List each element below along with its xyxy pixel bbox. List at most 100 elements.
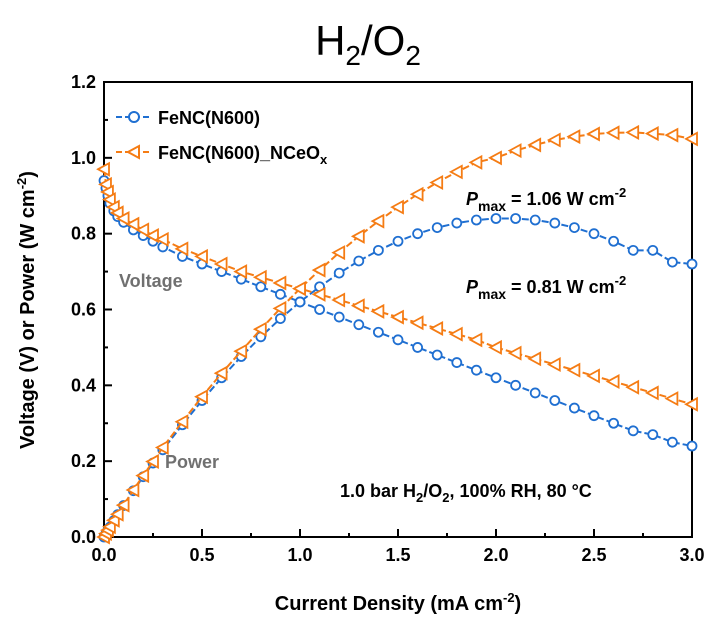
data-point-0-voltage xyxy=(588,410,600,422)
y-tick-label: 1.2 xyxy=(71,72,96,92)
data-point-1-power xyxy=(664,127,679,143)
data-point-1-power xyxy=(586,126,600,142)
data-point-1-power xyxy=(213,365,228,381)
data-point-0-voltage xyxy=(549,395,561,406)
y-tick-label: 0.8 xyxy=(71,224,96,244)
data-point-1-voltage xyxy=(586,368,600,384)
data-point-1-voltage xyxy=(429,320,444,336)
data-point-0-voltage xyxy=(510,379,521,391)
data-point-0-voltage xyxy=(274,288,286,300)
data-point-1-power xyxy=(125,482,140,498)
data-point-0-power xyxy=(627,244,639,256)
data-point-0-power xyxy=(686,258,698,270)
legend-label-fenc-nceox: FeNC(N600)_NCeOx xyxy=(158,143,328,167)
data-point-1-voltage xyxy=(468,332,483,348)
data-point-1-power xyxy=(233,343,248,359)
data-point-1-voltage xyxy=(566,362,581,378)
data-point-1-voltage xyxy=(125,216,140,232)
legend-marker-fenc xyxy=(128,111,140,123)
data-point-0-power xyxy=(470,214,482,226)
conditions-annotation: 1.0 bar H2/O2, 100% RH, 80 °C xyxy=(340,481,592,505)
data-point-1-power xyxy=(350,228,365,244)
data-point-1-voltage xyxy=(684,396,698,412)
data-point-1-voltage xyxy=(98,176,112,192)
data-point-1-power xyxy=(429,174,444,190)
data-point-1-voltage xyxy=(546,356,561,372)
data-point-1-voltage xyxy=(102,192,116,208)
x-tick-label: 1.5 xyxy=(385,545,410,565)
data-point-1-power xyxy=(109,506,124,522)
power-curve-label: Power xyxy=(165,452,219,472)
voltage-curve-label: Voltage xyxy=(119,271,183,291)
data-point-1-power xyxy=(252,321,267,337)
data-point-1-voltage xyxy=(272,275,287,291)
data-point-1-voltage xyxy=(409,315,424,331)
x-tick-label: 2.5 xyxy=(581,545,606,565)
data-point-0-voltage xyxy=(667,436,678,448)
data-point-0-power xyxy=(529,214,541,226)
data-point-1-power xyxy=(684,131,698,147)
data-point-0-power xyxy=(431,222,443,234)
data-point-1-voltage xyxy=(174,241,189,257)
data-point-0-power xyxy=(392,235,404,247)
data-point-0-power xyxy=(372,244,384,256)
data-point-1-voltage xyxy=(605,374,620,390)
data-point-1-power xyxy=(154,440,169,456)
x-axis-title: Current Density (mA cm-2) xyxy=(275,590,521,615)
data-point-1-voltage xyxy=(154,231,169,247)
data-point-1-voltage xyxy=(507,345,522,361)
y-tick-label: 0.4 xyxy=(71,375,96,395)
data-point-1-voltage xyxy=(233,264,248,280)
x-tick-label: 0.0 xyxy=(91,545,116,565)
y-tick-label: 0.6 xyxy=(71,300,96,320)
data-point-0-voltage xyxy=(372,326,384,338)
data-point-1-power xyxy=(605,125,620,141)
data-point-1-voltage xyxy=(448,326,463,342)
data-point-1-power xyxy=(194,389,208,405)
data-point-0-voltage xyxy=(470,364,482,376)
data-point-1-voltage xyxy=(488,339,502,355)
x-tick-label: 1.0 xyxy=(287,545,312,565)
data-point-1-voltage xyxy=(213,256,228,272)
legend: FeNC(N600) FeNC(N600)_NCeOx xyxy=(116,108,328,167)
data-point-1-voltage xyxy=(350,298,365,314)
data-point-1-power xyxy=(468,154,483,170)
data-point-1-power xyxy=(527,137,542,153)
data-point-0-power xyxy=(588,228,600,240)
data-point-0-voltage xyxy=(392,334,404,346)
data-point-1-voltage xyxy=(194,248,208,264)
data-point-0-voltage xyxy=(627,425,639,437)
data-point-1-power xyxy=(115,497,130,513)
data-point-0-power xyxy=(412,228,424,240)
data-point-1-power xyxy=(145,454,159,470)
data-point-0-voltage xyxy=(490,372,502,384)
data-point-0-voltage xyxy=(314,304,326,315)
data-point-1-power xyxy=(488,150,502,166)
x-tick-label: 2.0 xyxy=(483,545,508,565)
x-tick-label: 0.5 xyxy=(189,545,214,565)
pmax-blue-annotation: Pmax = 0.81 W cm-2 xyxy=(466,273,626,302)
data-point-1-power xyxy=(566,129,581,145)
data-point-1-voltage xyxy=(311,286,326,302)
legend-marker-fenc-nceox xyxy=(125,144,140,160)
data-point-1-voltage xyxy=(331,292,346,308)
data-point-1-power xyxy=(331,245,346,261)
data-point-0-voltage xyxy=(569,402,580,414)
data-point-0-voltage xyxy=(686,440,698,452)
y-tick-label: 0.0 xyxy=(71,527,96,547)
data-point-0-voltage xyxy=(333,311,345,323)
data-point-1-voltage xyxy=(664,391,679,407)
data-point-0-voltage xyxy=(255,281,267,293)
legend-label-fenc: FeNC(N600) xyxy=(158,108,260,128)
data-point-0-power xyxy=(647,244,659,256)
data-point-1-voltage xyxy=(109,205,124,221)
data-point-1-voltage xyxy=(644,385,659,401)
data-point-0-power xyxy=(510,213,521,224)
data-point-1-power xyxy=(507,143,522,159)
data-point-1-voltage xyxy=(390,309,404,325)
data-point-1-power xyxy=(135,468,150,484)
y-axis-title: Voltage (V) or Power (W cm-2) xyxy=(14,171,39,449)
data-point-1-power xyxy=(546,132,561,148)
data-point-0-voltage xyxy=(529,387,541,399)
data-point-1-power xyxy=(448,164,463,180)
